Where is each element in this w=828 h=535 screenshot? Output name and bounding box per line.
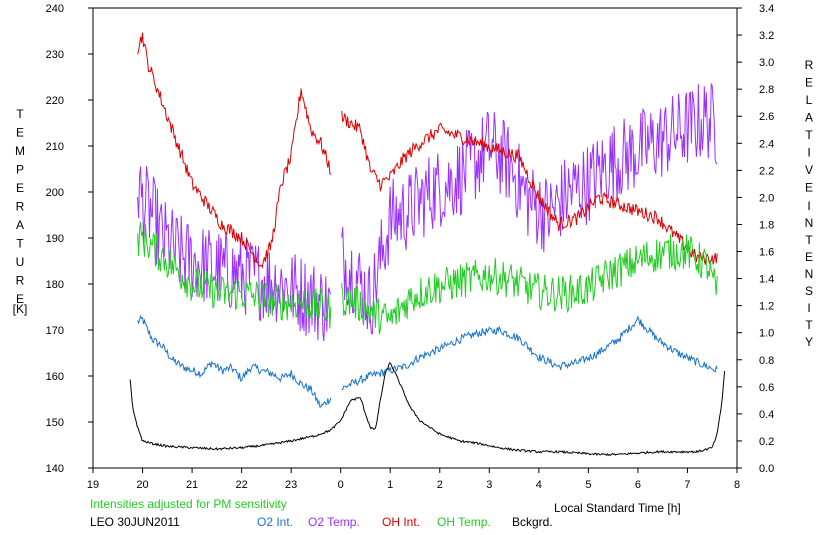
x-tick-label: 1 (387, 479, 393, 491)
series-line (341, 110, 718, 265)
y-right-label-letter: S (805, 284, 813, 298)
y-left-tick-label: 140 (46, 463, 64, 475)
x-tick-label: 22 (235, 479, 247, 491)
y-right-tick-label: 1.0 (759, 328, 774, 340)
y-left-tick-label: 190 (46, 233, 64, 245)
y-right-tick-label: 0.0 (759, 463, 774, 475)
y-left-label-letter: T (16, 107, 24, 121)
y-left-label-letter: P (16, 163, 24, 177)
series-line (341, 315, 718, 391)
y-left-label-letter: U (16, 255, 25, 269)
series-line (341, 233, 718, 335)
x-tick-label: 4 (536, 479, 542, 491)
y-right-label-letter: E (805, 76, 813, 90)
y-right-label-letter: T (805, 233, 813, 247)
series-lines (129, 32, 726, 457)
x-tick-label: 19 (87, 479, 99, 491)
series-line (137, 221, 332, 329)
y-left-label-letter: E (16, 126, 24, 140)
y-left-label-letter: T (16, 237, 24, 251)
y-left-tick-label: 240 (46, 3, 64, 15)
series-line (137, 166, 332, 342)
y-left-tick-label: 200 (46, 187, 64, 199)
legend-entry: Bckgrd. (512, 515, 553, 529)
y-right-label-letter: T (805, 318, 813, 332)
series-line (137, 314, 332, 408)
axes: 19 20 21 22 23 0 1 2 3 4 5 6 7 8140150160170180190200… (46, 3, 775, 491)
station-label: LEO 30JUN2011 (90, 515, 180, 529)
y-left-label-letter: A (16, 218, 24, 232)
x-tick-label: 8 (734, 479, 740, 491)
legend-entry: OH Temp. (437, 515, 491, 529)
legend: O2 Int. O2 Temp. OH Int. OH Temp. Bckgrd. (257, 515, 553, 529)
x-tick-label: 7 (684, 479, 690, 491)
legend-entry: O2 Int. (257, 515, 293, 529)
y-right-label-letter: N (805, 267, 814, 281)
y-left-tick-label: 230 (46, 49, 64, 61)
y-right-label-letter: E (805, 181, 813, 195)
y-right-tick-label: 3.2 (759, 30, 774, 42)
y-right-tick-label: 0.4 (759, 409, 774, 421)
x-tick-label: 5 (585, 479, 591, 491)
y-right-label-letter: Y (805, 335, 813, 349)
y-left-tick-label: 150 (46, 417, 64, 429)
series-line (129, 362, 726, 457)
y-left-label-letter: M (15, 144, 25, 158)
y-left-unit: [K] (13, 302, 28, 316)
y-left-tick-label: 160 (46, 371, 64, 383)
y-left-tick-label: 210 (46, 141, 64, 153)
x-tick-label: 0 (338, 479, 344, 491)
y-right-label-letter: R (805, 58, 814, 72)
y-right-label-letter: N (805, 216, 814, 230)
x-tick-label: 20 (136, 479, 148, 491)
y-right-label-letter: I (807, 301, 810, 315)
y-right-label-letter: I (807, 146, 810, 160)
y-left-label-letter: R (16, 274, 25, 288)
y-right-tick-label: 3.4 (759, 3, 774, 15)
y-right-tick-label: 3.0 (759, 57, 774, 69)
x-tick-label: 21 (186, 479, 198, 491)
y-left-tick-label: 180 (46, 279, 64, 291)
y-right-label-letter: I (807, 199, 810, 213)
y-right-label-letter: A (805, 111, 813, 125)
y-right-label-letter: E (805, 250, 813, 264)
y-right-tick-label: 2.4 (759, 138, 774, 150)
y-right-tick-label: 0.8 (759, 355, 774, 367)
y-right-tick-label: 2.6 (759, 111, 774, 123)
footer: Local Standard Time [h] Intensities adju… (90, 497, 681, 529)
y-left-label-letter: E (16, 181, 24, 195)
legend-entry: O2 Temp. (308, 515, 360, 529)
y-right-label-letter: L (806, 93, 813, 107)
y-right-tick-label: 1.4 (759, 274, 774, 286)
y-left-tick-label: 220 (46, 95, 64, 107)
y-right-tick-label: 2.0 (759, 192, 774, 204)
y-left-tick-label: 170 (46, 325, 64, 337)
y-left-label-letter: R (16, 200, 25, 214)
y-right-tick-label: 2.8 (759, 84, 774, 96)
y-right-tick-label: 1.6 (759, 247, 774, 259)
series-line (341, 82, 718, 335)
y-right-tick-label: 0.6 (759, 382, 774, 394)
y-right-tick-label: 0.2 (759, 436, 774, 448)
legend-entry: OH Int. (382, 515, 420, 529)
y-right-tick-label: 1.2 (759, 301, 774, 313)
x-axis-label: Local Standard Time [h] (554, 501, 681, 515)
y-right-tick-label: 1.8 (759, 219, 774, 231)
y-right-label-letter: V (805, 163, 813, 177)
x-tick-label: 23 (285, 479, 297, 491)
y-right-tick-label: 2.2 (759, 165, 774, 177)
x-tick-label: 3 (486, 479, 492, 491)
x-tick-label: 2 (437, 479, 443, 491)
sensitivity-note: Intensities adjusted for PM sensitivity (90, 497, 287, 511)
series-line (137, 32, 332, 269)
y-left-label-letter: E (16, 292, 24, 306)
x-tick-label: 6 (635, 479, 641, 491)
y-right-label-letter: T (805, 128, 813, 142)
